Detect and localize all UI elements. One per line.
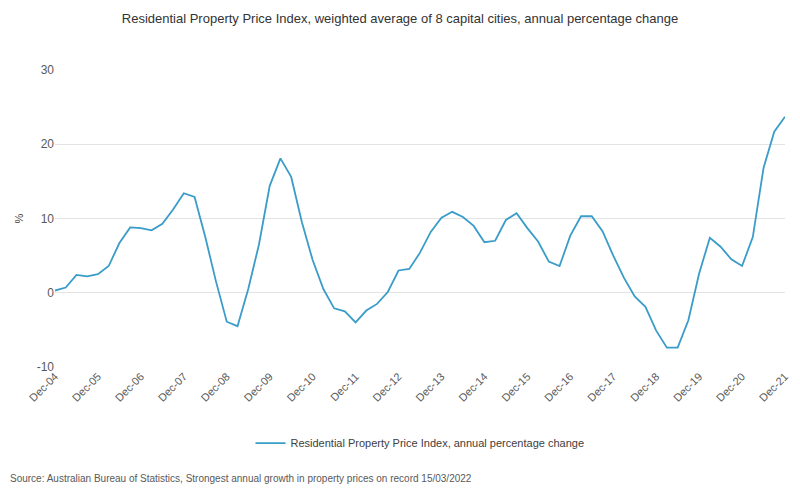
svg-text:Dec-15: Dec-15: [499, 370, 533, 404]
svg-text:Dec-09: Dec-09: [241, 370, 275, 404]
svg-text:Dec-18: Dec-18: [628, 370, 662, 404]
svg-text:Dec-20: Dec-20: [714, 370, 748, 404]
svg-text:Dec-14: Dec-14: [456, 370, 490, 404]
svg-text:Dec-13: Dec-13: [413, 370, 447, 404]
svg-text:Dec-21: Dec-21: [757, 370, 791, 404]
svg-text:Source: Australian Bureau of S: Source: Australian Bureau of Statistics,…: [10, 473, 472, 484]
svg-text:Residential Property Price Ind: Residential Property Price Index, annual…: [291, 437, 585, 449]
svg-text:20: 20: [41, 137, 55, 151]
svg-text:30: 30: [41, 63, 55, 77]
svg-text:10: 10: [41, 212, 55, 226]
svg-text:Dec-04: Dec-04: [27, 370, 61, 404]
svg-text:Dec-16: Dec-16: [542, 370, 576, 404]
svg-text:Dec-19: Dec-19: [671, 370, 705, 404]
svg-text:%: %: [13, 213, 25, 223]
svg-text:-10: -10: [37, 360, 55, 374]
svg-text:Dec-12: Dec-12: [370, 370, 404, 404]
svg-text:Dec-08: Dec-08: [198, 370, 232, 404]
svg-text:Dec-17: Dec-17: [585, 370, 619, 404]
svg-text:0: 0: [47, 286, 54, 300]
svg-text:Dec-06: Dec-06: [113, 370, 147, 404]
svg-text:Dec-05: Dec-05: [70, 370, 104, 404]
svg-text:Dec-11: Dec-11: [328, 370, 361, 403]
svg-text:Dec-07: Dec-07: [156, 370, 190, 404]
svg-text:Residential Property Price Ind: Residential Property Price Index, weight…: [122, 11, 678, 26]
svg-text:Dec-10: Dec-10: [284, 370, 318, 404]
